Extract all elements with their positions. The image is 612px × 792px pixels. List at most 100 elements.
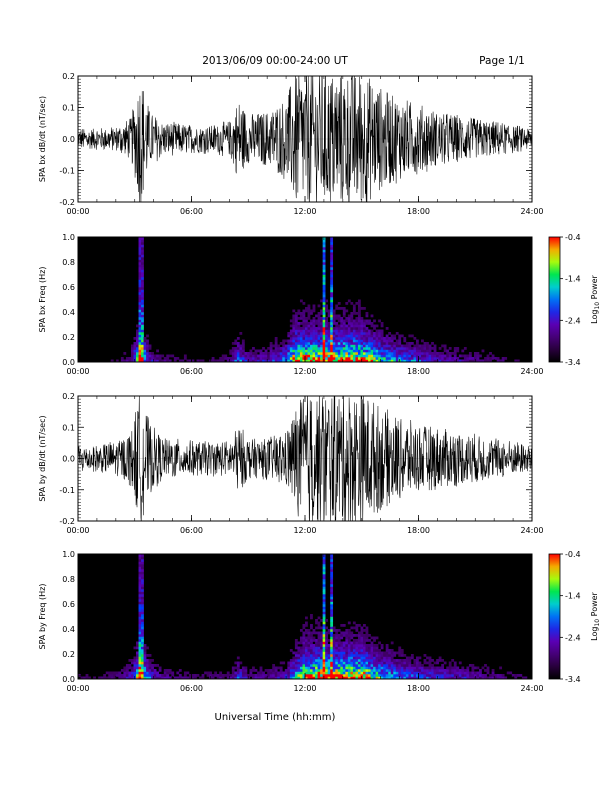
spectrogram-cell: [239, 669, 243, 672]
spectrogram-cell: [370, 347, 374, 350]
spectrogram-cell: [330, 631, 334, 635]
spectrogram-cell: [292, 352, 296, 355]
spectrogram-cell: [342, 654, 346, 657]
spectrogram-cell: [297, 674, 301, 677]
spectrogram-cell: [141, 564, 144, 567]
spectrogram-cell: [496, 357, 500, 360]
spectrogram-cell: [363, 656, 366, 660]
spectrogram-cell: [305, 339, 308, 343]
spectrogram-cell: [337, 659, 341, 662]
spectrogram-cell: [360, 317, 364, 320]
spectrogram-cell: [292, 659, 296, 662]
spectrogram-cell: [305, 671, 308, 675]
spectrogram-cell: [375, 656, 379, 660]
spectrogram-cell: [468, 359, 472, 363]
spectrogram-cell: [393, 659, 397, 662]
spectrogram-cell: [330, 322, 334, 325]
spectrogram-cell: [494, 676, 497, 680]
spectrogram-cell: [335, 354, 339, 358]
spectrogram-cell: [385, 347, 389, 350]
spectrogram-cell: [458, 354, 462, 358]
spectrogram-cell: [136, 651, 139, 655]
spectrogram-cell: [320, 626, 323, 630]
spectrogram-cell: [355, 634, 359, 637]
spectrogram-cell: [370, 352, 374, 355]
spectrogram-cell: [141, 272, 144, 275]
spectrogram-cell: [297, 352, 301, 355]
spectrogram-cell: [317, 329, 321, 333]
spectrogram-cell: [347, 329, 351, 333]
spectrogram-cell: [345, 342, 349, 345]
spectrogram-cell: [385, 661, 389, 665]
spectrogram-cell: [130, 669, 134, 672]
spectrogram-cell: [136, 342, 139, 345]
spectrogram-cell: [375, 676, 379, 680]
y-tick-label: 0.2: [62, 650, 75, 659]
spectrogram-cell: [322, 254, 326, 258]
spectrogram-cell: [398, 664, 402, 667]
spectrogram-cell: [385, 359, 389, 363]
spectrogram-cell: [236, 344, 240, 348]
spectrogram-cell: [461, 676, 465, 680]
spectrogram-cell: [451, 359, 455, 363]
spectrogram-cell: [373, 339, 376, 343]
spectrogram-cell: [350, 664, 354, 667]
spectrogram-cell: [340, 646, 344, 650]
spectrogram-cell: [448, 674, 452, 677]
spectrogram-cell: [322, 317, 326, 320]
spectrogram-cell: [141, 254, 144, 258]
spectrogram-cell: [395, 651, 399, 655]
spectrogram-cell: [355, 347, 359, 350]
spectrogram-cell: [335, 661, 339, 665]
spectrogram-cell: [289, 674, 293, 677]
spectrogram-cell: [335, 332, 339, 335]
spectrogram-cell: [325, 339, 328, 343]
spectrogram-cell: [332, 666, 336, 670]
spectrogram-cell: [138, 609, 142, 612]
spectrogram-cell: [267, 352, 270, 355]
spectrogram-cell: [136, 357, 139, 360]
spectrogram-cell: [211, 674, 215, 677]
spectrogram-cell: [423, 352, 427, 355]
spectrogram-cell: [347, 656, 351, 660]
spectrogram-cell: [138, 586, 142, 590]
spectrogram-cell: [322, 349, 326, 353]
spectrogram-cell: [352, 312, 356, 315]
spectrogram-cell: [138, 604, 142, 607]
spectrogram-cell: [385, 352, 389, 355]
spectrogram-cell: [524, 676, 528, 680]
spectrogram-cell: [322, 244, 326, 248]
spectrogram-cell: [325, 329, 328, 333]
spectrogram-cell: [279, 352, 283, 355]
spectrogram-cell: [330, 317, 334, 320]
spectrogram-cell: [388, 659, 392, 662]
spectrogram-cell: [388, 359, 392, 363]
spectrogram-cell: [138, 599, 142, 602]
spectrogram-cell: [294, 661, 298, 665]
spectrogram-cell: [423, 676, 427, 680]
spectrogram-cell: [335, 304, 339, 308]
spectrogram-cell: [368, 347, 371, 350]
spectrogram-cell: [355, 329, 359, 333]
spectrogram-cell: [310, 636, 313, 640]
spectrogram-cell: [257, 676, 260, 680]
spectrogram-cell: [398, 661, 402, 665]
spectrogram-cell: [380, 666, 384, 670]
spectrogram-cell: [161, 354, 165, 358]
spectrogram-cell: [292, 676, 296, 680]
spectrogram-cell: [136, 334, 139, 338]
spectrogram-cell: [151, 666, 154, 670]
spectrogram-cell: [514, 674, 518, 677]
spectrogram-cell: [138, 322, 142, 325]
spectrogram-cell: [252, 666, 255, 670]
spectrogram-cell: [229, 676, 233, 680]
spectrogram-cell: [325, 344, 328, 348]
spectrogram-cell: [357, 334, 361, 338]
spectrogram-cell: [352, 651, 356, 655]
spectrogram-cell: [370, 671, 374, 675]
spectrogram-cell: [410, 334, 414, 338]
spectrogram-cell: [415, 676, 419, 680]
spectrogram-cell: [345, 671, 349, 675]
spectrogram-cell: [390, 344, 394, 348]
spectrogram-cell: [136, 339, 139, 343]
